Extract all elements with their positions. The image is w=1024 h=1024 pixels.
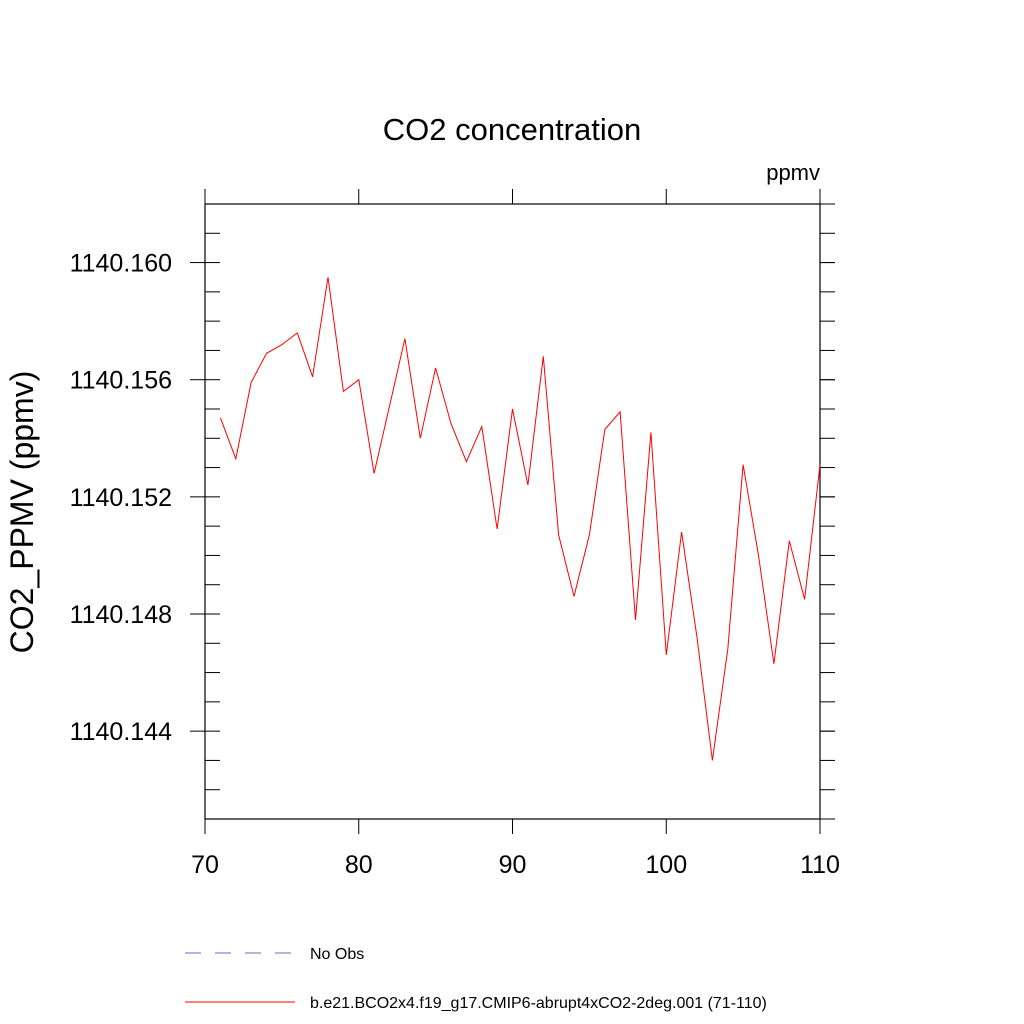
axis-tick-labels: 70 80 90 100 110 1140.144 1140.148 1140.152 1140… [70,250,840,879]
plot-frame [204,203,821,820]
chart-title: CO2 concentration [383,112,641,147]
x-tick-label: 110 [800,851,840,879]
y-axis-label: CO2_PPMV (ppmv) [4,371,40,654]
x-tick-label: 70 [191,851,219,879]
x-tick-label: 90 [499,851,527,879]
legend-model-label: b.e21.BCO2x4.f19_g17.CMIP6-abrupt4xCO2-2… [310,995,767,1012]
y-tick-label: 1140.144 [70,718,173,746]
x-tick-label: 100 [645,851,687,879]
axis-ticks [190,189,835,834]
y-tick-label: 1140.152 [70,484,172,512]
x-tick-label: 80 [345,851,373,879]
legend: No Obs b.e21.BCO2x4.f19_g17.CMIP6-abrupt… [185,946,767,1012]
series-group [219,277,821,761]
y-tick-label: 1140.156 [70,367,172,395]
series-line [219,277,821,761]
y-tick-label: 1140.148 [70,601,172,629]
legend-no-obs-label: No Obs [310,946,364,963]
units-label: ppmv [766,160,820,185]
y-tick-label: 1140.160 [70,250,172,278]
